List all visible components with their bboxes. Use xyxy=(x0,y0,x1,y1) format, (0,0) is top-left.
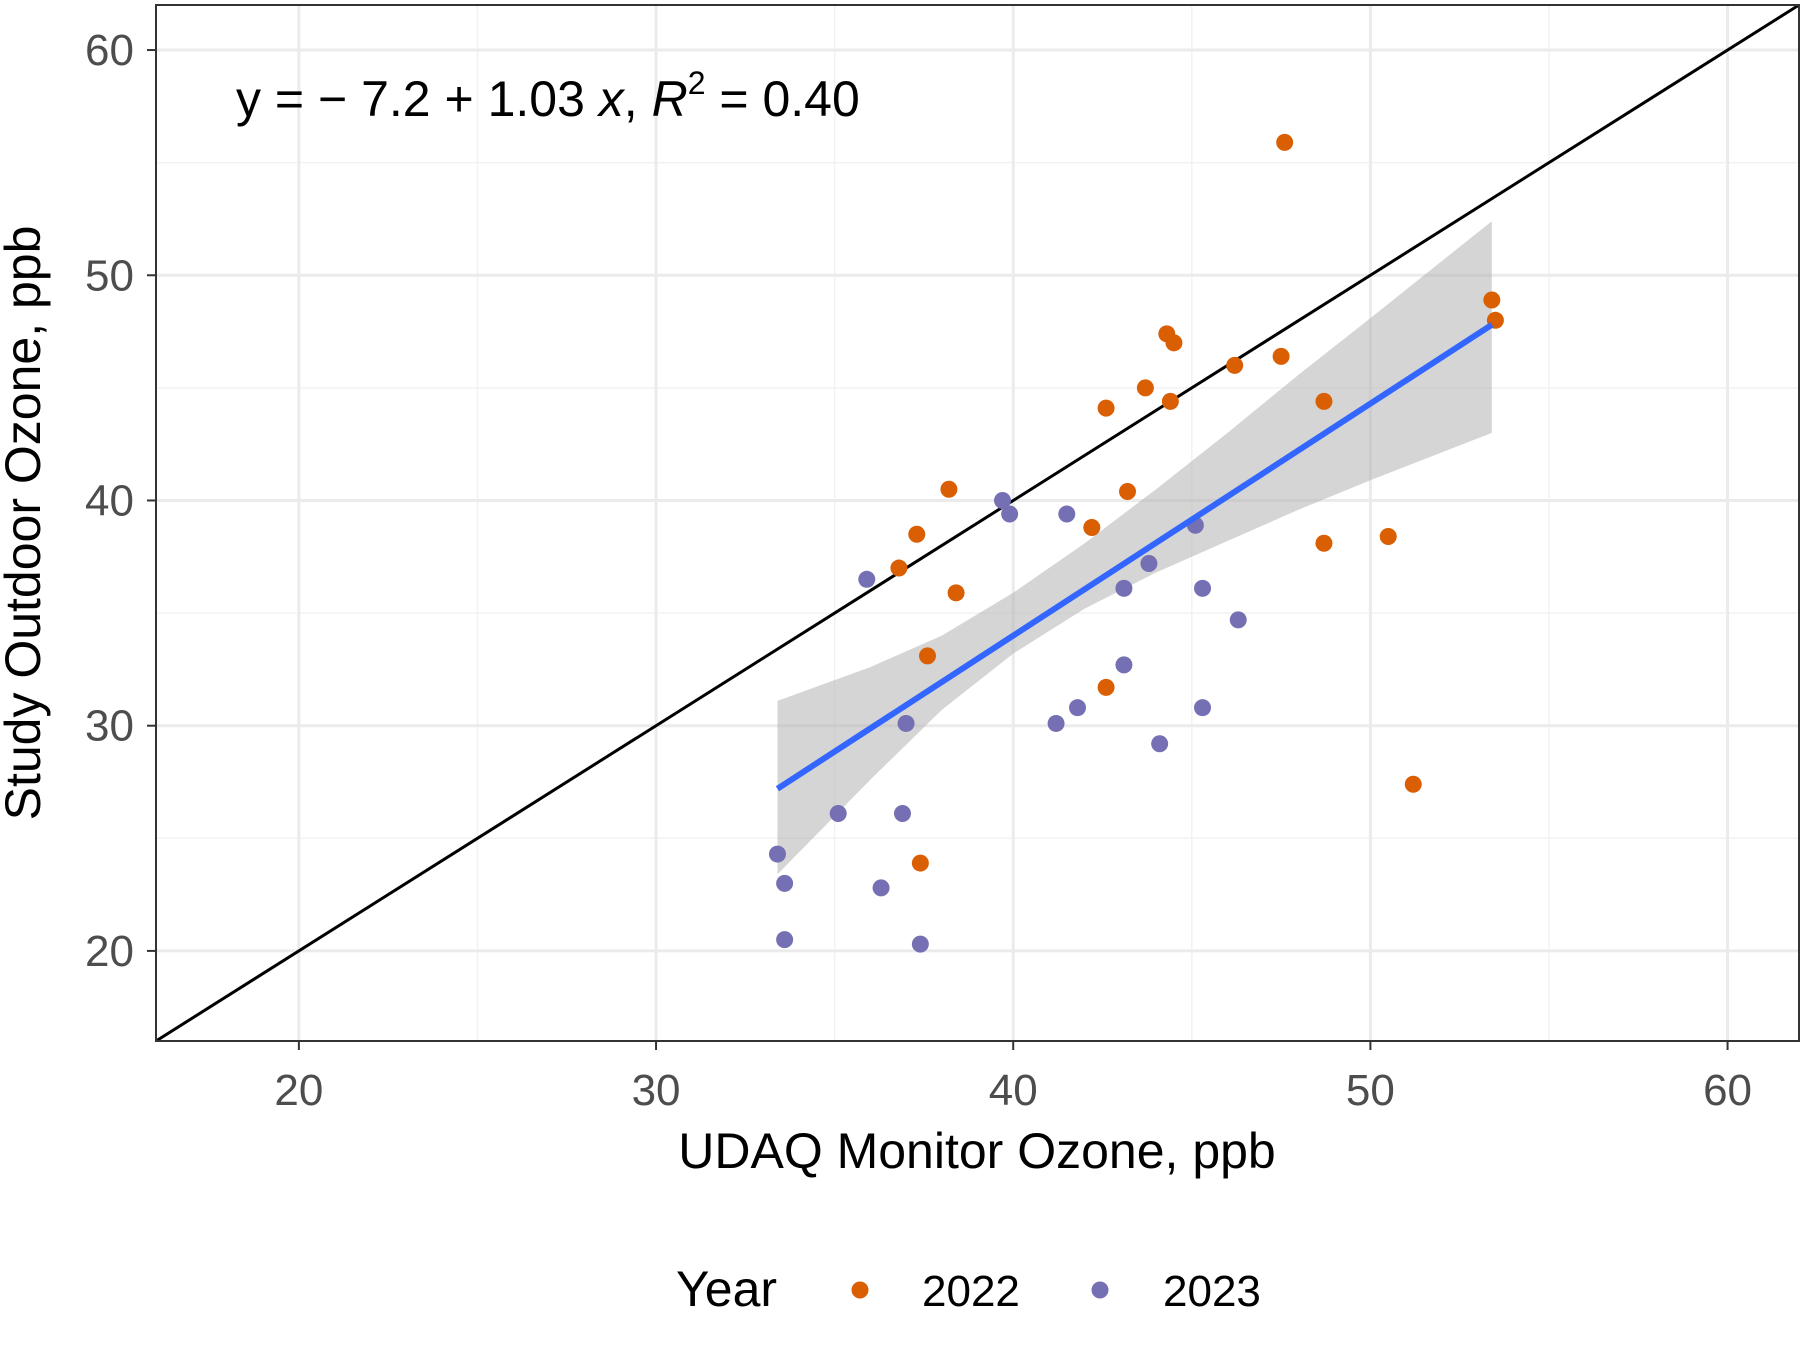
point-2022 xyxy=(1083,519,1101,537)
point-2023 xyxy=(1194,579,1212,597)
x-tick-label: 30 xyxy=(632,1066,681,1115)
y-tick-label: 40 xyxy=(85,476,134,525)
point-2022 xyxy=(1097,399,1115,417)
point-2022 xyxy=(1315,534,1333,552)
point-2022 xyxy=(1404,775,1422,793)
point-2022 xyxy=(947,584,965,602)
point-2022 xyxy=(908,525,926,543)
point-2023 xyxy=(893,805,911,823)
point-2023 xyxy=(897,714,915,732)
x-tick-label: 60 xyxy=(1703,1066,1752,1115)
point-2023 xyxy=(872,879,890,897)
point-2022 xyxy=(1119,482,1137,500)
legend-marker-2023 xyxy=(1091,1281,1109,1299)
point-2022 xyxy=(1097,678,1115,696)
regression-line xyxy=(775,322,1494,792)
point-2023 xyxy=(1058,505,1076,523)
point-2022 xyxy=(1136,379,1154,397)
point-2023 xyxy=(829,805,847,823)
point-2023 xyxy=(911,935,929,953)
legend-label-2022: 2022 xyxy=(922,1267,1020,1316)
grid xyxy=(156,5,1799,1041)
point-2022 xyxy=(1226,356,1244,374)
point-2022 xyxy=(1161,392,1179,410)
point-2023 xyxy=(1069,699,1087,717)
point-2022 xyxy=(1276,133,1294,151)
point-2023 xyxy=(1115,656,1133,674)
point-2022 xyxy=(1379,528,1397,546)
y-tick-label: 50 xyxy=(85,251,134,300)
x-tick-label: 20 xyxy=(274,1066,323,1115)
y-tick-label: 60 xyxy=(85,26,134,75)
identity-line xyxy=(156,5,1799,1041)
point-2023 xyxy=(1047,714,1065,732)
point-2022 xyxy=(890,559,908,577)
plot-border xyxy=(155,4,1800,1042)
legend-marker-2022 xyxy=(851,1281,869,1299)
point-2023 xyxy=(1115,579,1133,597)
legend-label-2023: 2023 xyxy=(1163,1267,1261,1316)
point-2022 xyxy=(940,480,958,498)
point-2022 xyxy=(1315,392,1333,410)
point-2022 xyxy=(1483,291,1501,309)
point-2023 xyxy=(1001,505,1019,523)
x-tick-label: 40 xyxy=(989,1066,1038,1115)
point-2023 xyxy=(776,874,794,892)
regression-equation: y = − 7.2 + 1.03 x, R2 = 0.40 xyxy=(236,65,860,127)
x-tick-label: 50 xyxy=(1346,1066,1395,1115)
point-2022 xyxy=(911,854,929,872)
y-tick-label: 20 xyxy=(85,927,134,976)
point-2023 xyxy=(1229,611,1247,629)
y-tick-label: 30 xyxy=(85,702,134,751)
point-2023 xyxy=(1140,555,1158,573)
confidence-band xyxy=(777,221,1492,875)
point-2023 xyxy=(1194,699,1212,717)
x-axis-title: UDAQ Monitor Ozone, ppb xyxy=(678,1123,1276,1179)
data-layer xyxy=(156,5,1799,1041)
legend: Year 2022 2023 xyxy=(676,1261,1261,1317)
point-2023 xyxy=(994,491,1012,509)
point-2022 xyxy=(918,647,936,665)
point-2023 xyxy=(858,570,876,588)
point-2023 xyxy=(1151,735,1169,753)
point-2023 xyxy=(768,845,786,863)
point-2023 xyxy=(776,931,794,949)
legend-title: Year xyxy=(676,1261,777,1317)
axis-ticks: 20 30 40 50 60 20 30 40 50 60 xyxy=(85,26,1752,1115)
point-2022 xyxy=(1272,347,1290,365)
y-axis-title: Study Outdoor Ozone, ppb xyxy=(0,226,51,821)
point-2022 xyxy=(1165,334,1183,352)
